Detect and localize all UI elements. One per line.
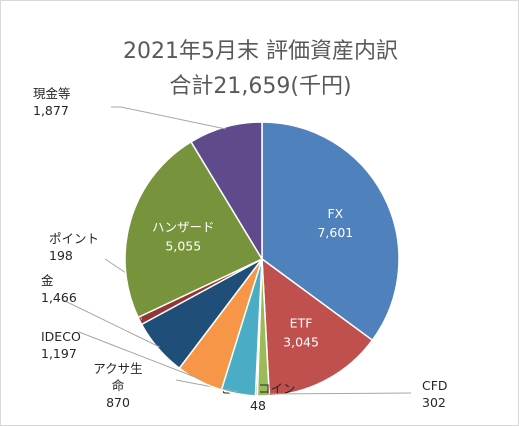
- slice-value-label: 7,601: [317, 225, 353, 240]
- slice-name-label: 命: [112, 378, 125, 393]
- slice-name-label: ETF: [290, 315, 313, 330]
- slice-value-label: 48: [250, 398, 266, 413]
- slice-name-label: CFD: [422, 378, 448, 393]
- leader-line: [111, 106, 226, 130]
- slice-name-label: 現金等: [33, 86, 71, 101]
- slice-name-label: 金: [41, 273, 54, 288]
- slice-value-label: 3,045: [283, 334, 319, 349]
- leader-line: [175, 379, 239, 393]
- slice-value-label: 1,197: [41, 346, 77, 361]
- slice-name-label: ポイント: [49, 231, 99, 246]
- slice-0: [261, 121, 400, 342]
- slice-9: [189, 121, 263, 262]
- slice-value-label: 1,466: [41, 290, 77, 305]
- slice-name-label: FX: [327, 206, 343, 221]
- slice-name-label: ハンザード: [152, 219, 215, 234]
- slice-value-label: 302: [422, 395, 446, 410]
- leader-line: [263, 392, 412, 395]
- slice-value-label: 870: [106, 395, 130, 410]
- slice-value-label: 5,055: [165, 238, 201, 253]
- chart-subtitle: 合計21,659(千円): [169, 74, 352, 99]
- slice-8: [124, 140, 264, 319]
- slice-value-label: 198: [49, 248, 73, 263]
- slice-1: [261, 257, 374, 397]
- slice-name-label: アクサ生: [93, 361, 142, 376]
- slice-value-label: 1,877: [33, 103, 69, 118]
- chart-title: 2021年5月末 評価資産内訳: [123, 39, 398, 64]
- leader-line: [62, 299, 160, 348]
- slice-name-label: IDECO: [41, 329, 81, 344]
- leader-line: [78, 331, 201, 380]
